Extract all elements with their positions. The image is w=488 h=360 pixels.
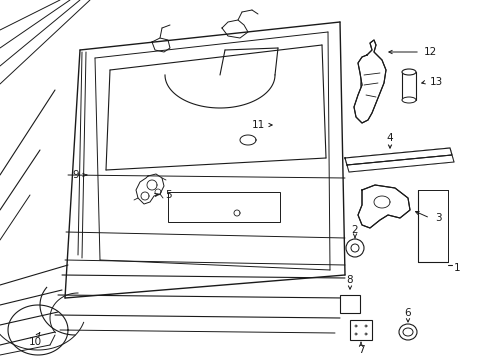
- Ellipse shape: [402, 328, 412, 336]
- Ellipse shape: [401, 69, 415, 75]
- Polygon shape: [345, 148, 451, 165]
- Text: 7: 7: [357, 345, 364, 355]
- Text: 4: 4: [386, 133, 392, 143]
- FancyBboxPatch shape: [339, 295, 359, 313]
- FancyBboxPatch shape: [401, 72, 415, 100]
- Polygon shape: [353, 40, 385, 123]
- Circle shape: [346, 239, 363, 257]
- Polygon shape: [346, 155, 453, 172]
- FancyBboxPatch shape: [349, 320, 371, 340]
- Text: 10: 10: [28, 337, 41, 347]
- Text: 5: 5: [164, 190, 171, 200]
- Ellipse shape: [401, 97, 415, 103]
- Text: 3: 3: [434, 213, 440, 223]
- Text: 13: 13: [428, 77, 442, 87]
- Text: 9: 9: [73, 170, 79, 180]
- Text: 12: 12: [423, 47, 436, 57]
- Ellipse shape: [398, 324, 416, 340]
- Circle shape: [350, 244, 358, 252]
- Text: 8: 8: [346, 275, 353, 285]
- Text: 11: 11: [251, 120, 264, 130]
- Text: 6: 6: [404, 308, 410, 318]
- Polygon shape: [357, 185, 409, 228]
- Text: 1: 1: [453, 263, 460, 273]
- Text: 2: 2: [351, 225, 358, 235]
